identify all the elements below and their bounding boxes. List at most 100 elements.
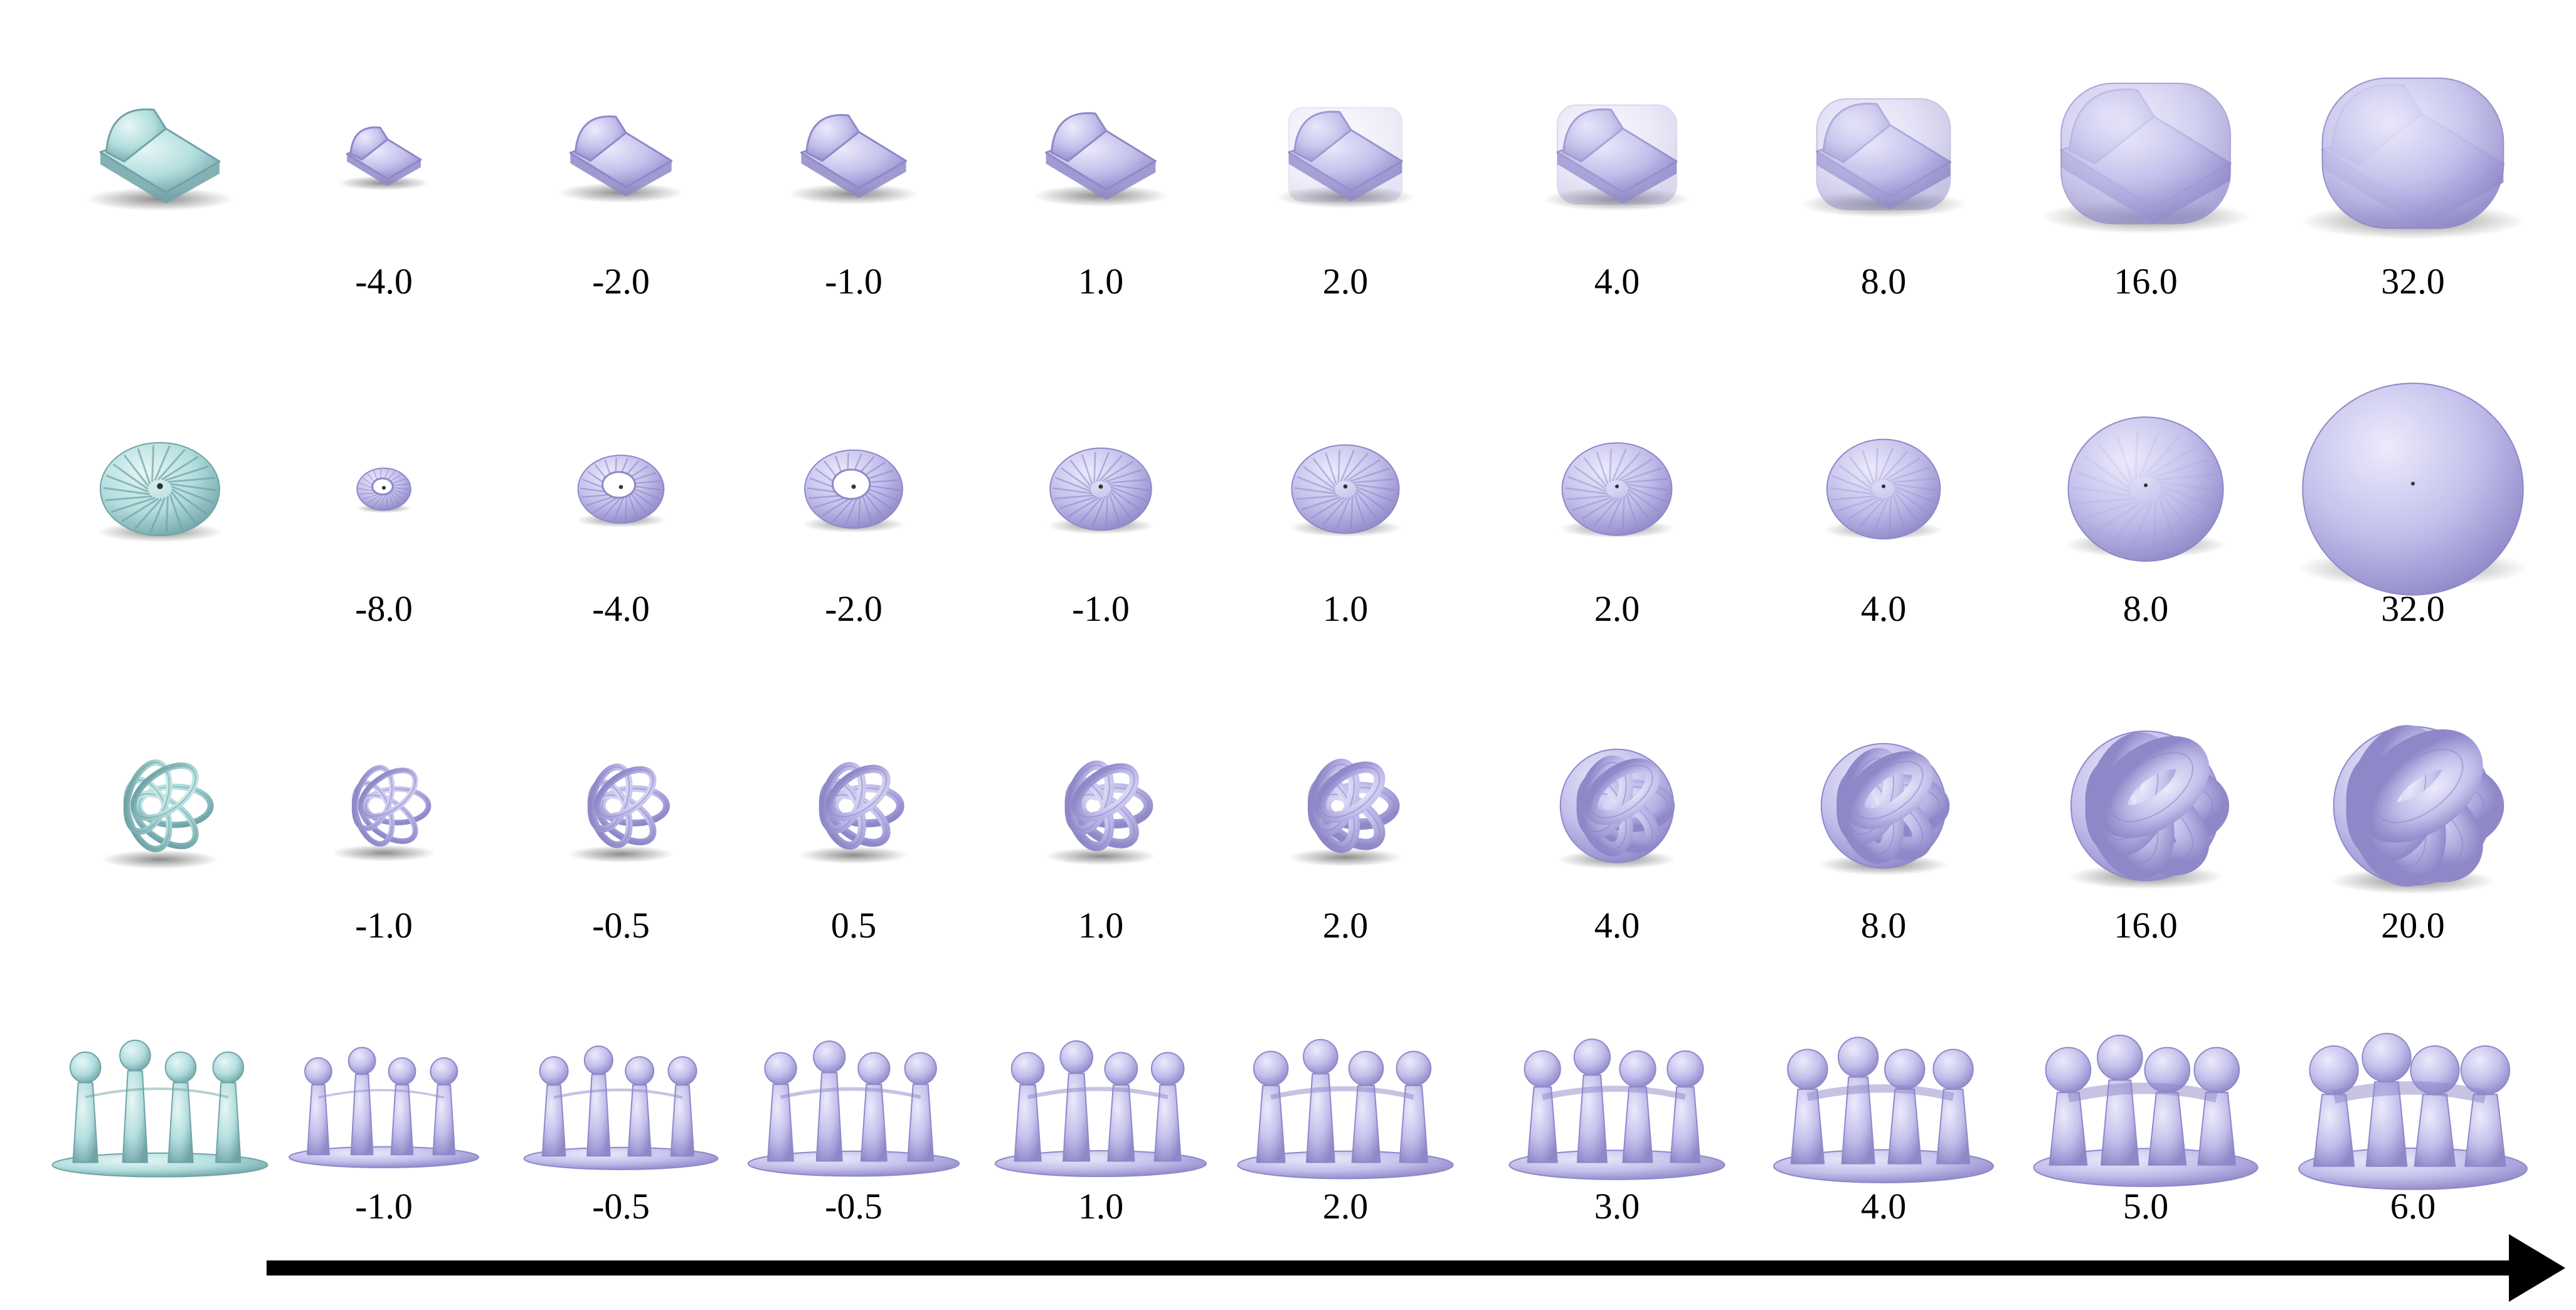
gear-groove — [2074, 497, 2136, 505]
statue-figure-body — [1527, 1086, 1558, 1163]
gear-groove — [1354, 493, 1366, 526]
gear-groove — [137, 448, 151, 485]
gear-groove — [1581, 497, 1616, 520]
gear-groove — [628, 490, 647, 514]
gear-groove — [1337, 450, 1341, 483]
children-statue-icon-result — [523, 1045, 719, 1170]
statue-figure-body — [767, 1084, 795, 1162]
gear-dome-body — [1561, 442, 1673, 536]
gear-groove — [2157, 495, 2176, 542]
knot-ball-icon-result — [1557, 748, 1677, 869]
gear-groove — [1110, 490, 1132, 519]
knot-band-edge — [1069, 764, 1110, 831]
knot-band-edge — [834, 788, 901, 824]
gear-hole — [1615, 484, 1619, 489]
statue-figure-body — [1063, 1072, 1091, 1162]
gear-groove — [862, 488, 893, 510]
gear-groove — [2116, 436, 2134, 483]
knot-band-edge — [359, 769, 416, 817]
gear-groove — [2153, 498, 2158, 546]
gear-groove — [2112, 500, 2149, 542]
chair-base — [1046, 152, 1156, 200]
knot-ball-icon-result — [332, 764, 436, 862]
gear-dome-body — [2302, 383, 2524, 596]
arrow-head — [2509, 1234, 2565, 1302]
parameter-label: 16.0 — [2114, 261, 2178, 302]
gear-groove — [1052, 487, 1093, 495]
statue-figure-head — [1253, 1050, 1289, 1087]
statue-arms — [85, 1087, 229, 1099]
gear-groove — [1054, 477, 1091, 492]
gear-dome-icon-result — [1559, 442, 1675, 538]
chair-icon-result — [788, 114, 919, 205]
knot-band-edge — [1589, 764, 1653, 818]
gear-groove — [386, 492, 388, 509]
chair-icon-result — [1801, 98, 1966, 218]
gear-groove — [169, 483, 217, 492]
gear-groove — [111, 497, 156, 513]
statue-figure-head — [539, 1056, 569, 1086]
statue-figure-head — [625, 1056, 655, 1086]
chair-icon-result — [2040, 82, 2251, 234]
statue-figure-body — [2197, 1092, 2237, 1166]
gear-groove — [157, 448, 186, 480]
gear-groove — [1607, 497, 1623, 530]
statue-arms — [1806, 1084, 1954, 1101]
statue-figure-head — [667, 1056, 697, 1086]
gear-groove — [112, 463, 149, 490]
gear-groove — [1874, 497, 1889, 531]
statue-figure-head — [1573, 1038, 1611, 1076]
chair-back — [805, 114, 860, 162]
gear-groove — [861, 493, 872, 523]
gear-groove — [1110, 486, 1147, 502]
knot-ball-icon-result — [568, 763, 674, 863]
knot-ball-icon-result — [1045, 760, 1157, 865]
gear-groove — [593, 495, 620, 514]
gear-groove — [1096, 452, 1110, 482]
knot-band-edge — [1075, 767, 1135, 818]
gear-groove — [1875, 447, 1879, 483]
gear-groove — [1101, 460, 1134, 482]
chair-base — [570, 152, 672, 197]
gear-dome-icon-original — [97, 441, 223, 542]
gear-groove — [105, 474, 149, 493]
chair-back — [1050, 112, 1108, 162]
chair-base — [100, 152, 220, 204]
gear-groove — [1831, 495, 1877, 501]
gear-hole — [1882, 484, 1885, 489]
progression-arrow — [267, 1234, 2565, 1302]
statue-figure-body — [815, 1072, 843, 1162]
gear-groove — [1609, 448, 1612, 483]
knot-ball-icon-original — [100, 759, 220, 869]
statue-figure-head — [1524, 1050, 1561, 1088]
shapes-layer — [51, 77, 2530, 1190]
figure-row-1 — [86, 77, 2526, 240]
chair-back — [349, 126, 389, 161]
gear-groove — [388, 490, 401, 505]
knot-ball-icon-result — [799, 762, 908, 864]
parameter-label: 2.0 — [1594, 588, 1640, 629]
parameter-label: 16.0 — [2114, 905, 2178, 946]
gear-groove — [1889, 495, 1892, 531]
statue-figure-body — [907, 1084, 935, 1162]
gear-groove — [103, 487, 151, 495]
gear-groove — [1060, 467, 1091, 490]
gear-groove — [2138, 432, 2160, 478]
gear-groove — [1626, 483, 1670, 492]
gear-groove — [1110, 488, 1142, 511]
statue-figure-body — [2464, 1094, 2506, 1167]
parameter-label: 1.0 — [1322, 588, 1369, 629]
gear-groove — [1355, 491, 1379, 520]
gear-dome-body — [1291, 444, 1400, 534]
gear-dome-body — [1826, 438, 1941, 540]
gear-dome-icon-result — [1288, 444, 1402, 537]
statue-figure-head — [1787, 1049, 1828, 1090]
chair-inflated-hull — [1816, 98, 1951, 210]
gear-hole — [851, 484, 856, 489]
gear-groove — [1624, 478, 1668, 483]
statue-figure-head — [164, 1051, 197, 1084]
statue-figure-head — [347, 1047, 376, 1075]
chair-icon-result — [558, 115, 684, 203]
gear-groove — [1596, 451, 1609, 485]
children-statue-icon-result — [288, 1047, 480, 1168]
